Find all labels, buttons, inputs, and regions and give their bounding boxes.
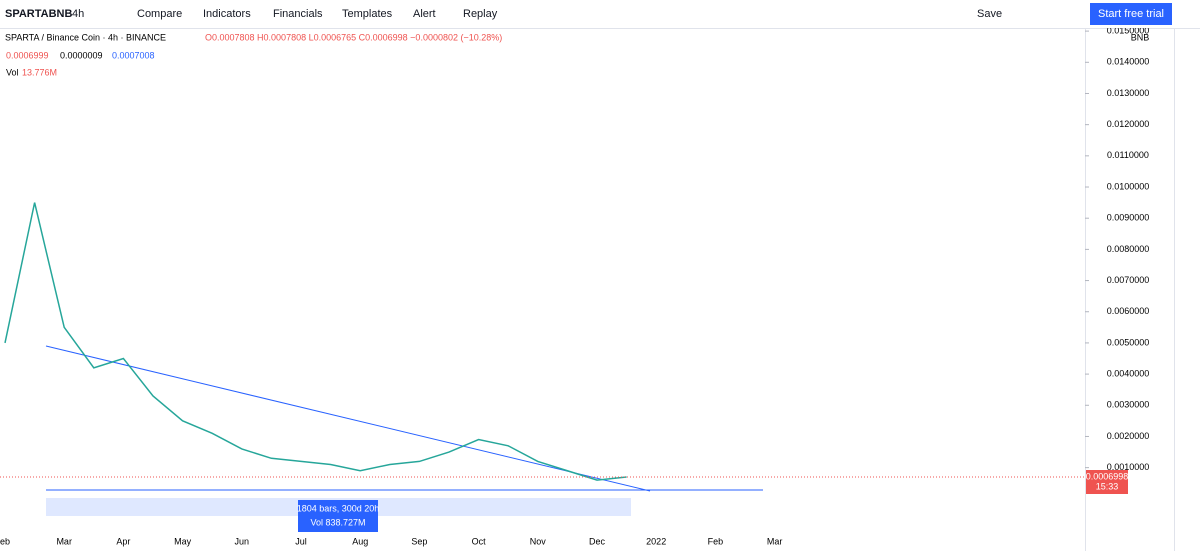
y-tick-label: 0.0100000 [1107, 181, 1150, 191]
spread: 0.0000009 [60, 50, 103, 60]
measure-volume: Vol 838.727M [310, 517, 365, 527]
x-tick-label: Apr [116, 536, 130, 546]
x-tick-label: Mar [56, 536, 72, 546]
y-tick-label: 0.0020000 [1107, 431, 1150, 441]
x-tick-label: Nov [530, 536, 547, 546]
trendline [45, 345, 651, 492]
y-tick-label: 0.0110000 [1107, 150, 1149, 160]
measure-text: 1804 bars, 300d 20h [297, 503, 380, 513]
y-tick-label: 0.0140000 [1107, 57, 1150, 67]
y-tick-label: 0.0150000 [1107, 28, 1150, 35]
x-tick-label: Oct [472, 536, 487, 546]
alert[interactable]: Alert [413, 8, 436, 20]
x-tick-label: May [174, 536, 192, 546]
ask: 0.0007008 [112, 50, 155, 60]
x-tick-label: Dec [589, 536, 606, 546]
axis-border [1085, 28, 1086, 551]
y-tick-label: 0.0090000 [1107, 213, 1150, 223]
legend-ohlc: O0.0007808 H0.0007808 L0.0006765 C0.0006… [205, 32, 502, 42]
save[interactable]: Save [977, 8, 1003, 20]
legend-title: SPARTA / Binance Coin · 4h · BINANCE [5, 32, 166, 42]
bid: 0.0006999 [6, 50, 49, 60]
price-line [4, 202, 627, 481]
last-price-label: 0.0006998 [1086, 471, 1129, 481]
last-price-box [1086, 470, 1128, 495]
replay[interactable]: Replay [463, 8, 498, 20]
vol-value: 13.776M [22, 67, 57, 77]
x-tick-label: 2022 [646, 536, 666, 546]
y-tick-label: 0.0030000 [1107, 400, 1150, 410]
x-tick-label: Mar [767, 536, 783, 546]
interval[interactable]: 4h [72, 8, 85, 20]
measure-box [298, 500, 378, 532]
countdown: 15:33 [1096, 481, 1119, 491]
x-tick-label: eb [0, 536, 10, 546]
y-tick-label: 0.0070000 [1107, 275, 1150, 285]
x-tick-label: Jul [295, 536, 307, 546]
y-tick-label: 0.0010000 [1107, 462, 1150, 472]
unit: BNB [1131, 32, 1150, 42]
financials[interactable]: Financials [273, 8, 323, 20]
compare[interactable]: Compare [137, 8, 183, 20]
sidebar [1174, 28, 1200, 551]
start-trial[interactable]: Start free trial [1090, 3, 1172, 25]
y-tick-label: 0.0040000 [1107, 368, 1150, 378]
y-tick-label: 0.0060000 [1107, 306, 1150, 316]
x-tick-label: Aug [352, 536, 368, 546]
vol-label: Vol [6, 67, 19, 77]
toolbar: SPARTABNB 4h Compare Indicators Financia… [0, 0, 1200, 29]
y-tick-label: 0.0080000 [1107, 244, 1150, 254]
x-tick-label: Jun [235, 536, 250, 546]
indicators[interactable]: Indicators [203, 8, 251, 20]
y-tick-label: 0.0130000 [1107, 88, 1150, 98]
y-tick-label: 0.0120000 [1107, 119, 1150, 129]
symbol[interactable]: SPARTABNB [5, 8, 73, 20]
x-tick-label: Sep [411, 536, 427, 546]
y-tick-label: 0.0050000 [1107, 337, 1150, 347]
x-tick-label: Feb [708, 536, 724, 546]
chart: SPARTA / Binance Coin · 4h · BINANCE O0.… [0, 28, 1150, 551]
templates[interactable]: Templates [342, 8, 393, 20]
